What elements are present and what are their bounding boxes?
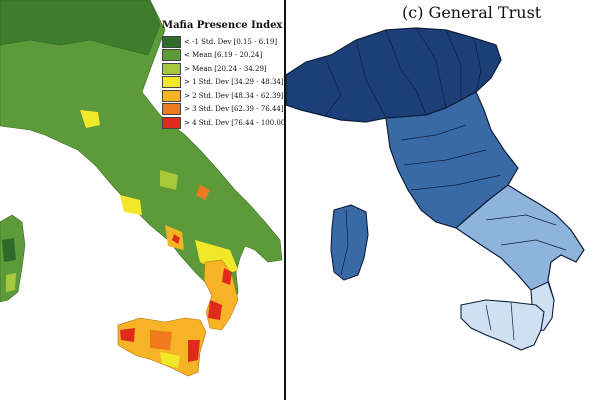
legend-item: > 3 Std. Dev [62.39 - 76.44] (162, 103, 284, 117)
calabria-red-coast (222, 268, 232, 285)
southern-italy-region (455, 184, 585, 316)
legend-label: > 1 Std. Dev [34.29 - 48.34] (184, 78, 284, 87)
lazio-yellow-patch (120, 195, 142, 215)
legend-swatch (162, 49, 181, 62)
legend-label: > 4 Std. Dev [76.44 - 100.00] (184, 118, 284, 127)
region-boundaries (325, 27, 567, 341)
legend-label: > 2 Std. Dev [48.34 - 62.39] (184, 91, 284, 100)
legend-title: Mafia Presence Index (162, 20, 283, 31)
legend-item: > 2 Std. Dev [48.34 - 62.39] (162, 89, 284, 103)
legend-swatch (162, 76, 181, 89)
legend-item: < -1 Std. Dev [0.15 - 6.19] (162, 35, 284, 49)
panel-title: (c) General Trust (402, 3, 542, 22)
mafia-presence-map (0, 0, 283, 377)
sardinia-dark-patch (2, 238, 16, 262)
panel-divider (284, 0, 286, 400)
sardinia-light-patch (6, 273, 16, 292)
campania-red-patch (172, 234, 180, 244)
northern-alpine-region (0, 0, 161, 56)
map-legend: Mafia Presence Index < -1 Std. Dev [0.15… (162, 20, 284, 130)
mafia-presence-map-panel: Mafia Presence Index < -1 Std. Dev [0.15… (0, 0, 284, 400)
general-trust-map-panel: (c) General Trust (286, 0, 600, 400)
sicily-red-west (120, 328, 135, 342)
legend-label: < -1 Std. Dev [0.15 - 6.19] (184, 37, 278, 46)
legend-label: > Mean [20.24 - 34.29] (184, 64, 267, 73)
italy-mainland-region (0, 0, 283, 321)
legend-swatch (162, 62, 181, 75)
sicily-orange-center (150, 330, 172, 350)
legend-item: > 1 Std. Dev [34.29 - 48.34] (162, 76, 284, 90)
legend-item: > Mean [20.24 - 34.29] (162, 62, 284, 76)
legend-swatch (162, 116, 181, 129)
sardinia-region (330, 204, 369, 281)
calabria-red-patch (208, 300, 222, 320)
legend-label: > 3 Std. Dev [62.39 - 76.44] (184, 105, 284, 114)
sicily-yellow-south (160, 352, 180, 368)
legend-swatch (162, 35, 181, 48)
apulia-orange-patch (196, 185, 210, 200)
southern-yellow-belt (195, 240, 238, 275)
legend-item: > 4 Std. Dev [76.44 - 100.00] (162, 116, 284, 130)
sicily-region (460, 299, 545, 351)
adriatic-yellow-patch (160, 170, 178, 190)
legend-swatch (162, 89, 181, 102)
sicily-red-east (188, 340, 200, 362)
legend-label: < Mean [6.19 - 20.24] (184, 51, 263, 60)
general-trust-map (286, 27, 585, 351)
legend-item: < Mean [6.19 - 20.24] (162, 49, 284, 63)
central-yellow-patch (80, 110, 100, 128)
legend-swatch (162, 103, 181, 116)
